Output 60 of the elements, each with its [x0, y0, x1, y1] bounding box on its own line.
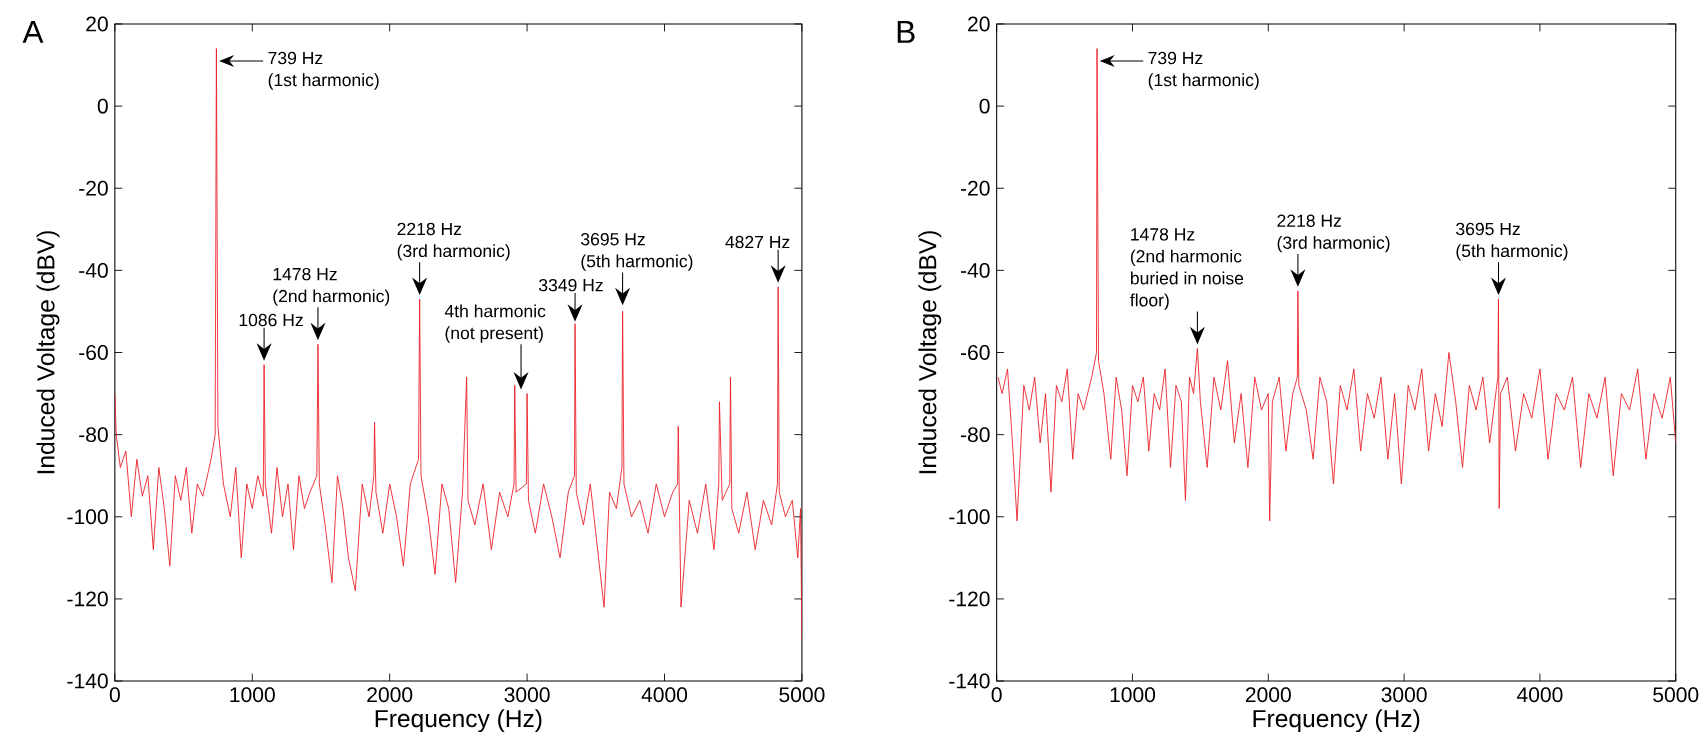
y-tick-label: -40 [960, 262, 990, 278]
y-tick-label: 0 [97, 98, 108, 114]
y-tick-label: -80 [79, 427, 108, 443]
x-tick-label: 2000 [367, 687, 413, 703]
y-tick-label: -120 [949, 591, 990, 607]
annotation: (3rd harmonic) [397, 244, 510, 261]
annotation: (2nd harmonic) [273, 289, 390, 306]
chart-title: A [22, 21, 44, 43]
x-tick-label: 4000 [641, 687, 688, 703]
y-tick-label: -100 [949, 509, 990, 525]
line-series [997, 48, 1676, 522]
y-tick-label: -140 [67, 673, 108, 689]
x-tick-label: 1000 [230, 687, 275, 703]
annotation: (3rd harmonic) [1277, 236, 1390, 253]
y-tick-label: -60 [960, 345, 990, 360]
annotation: 1478 Hz [1131, 228, 1195, 241]
y-tick-label: -120 [67, 591, 108, 607]
y-tick-label: 0 [979, 98, 990, 114]
annotation: 739 Hz [1148, 51, 1203, 65]
x-axis-title: Frequency (Hz) [375, 709, 542, 733]
annotation: (2nd harmonic [1130, 249, 1242, 266]
annotation: 3349 Hz [538, 278, 603, 292]
annotation: 4827 Hz [725, 235, 790, 249]
annotation: buried in noise [1130, 271, 1244, 285]
x-tick-label: 2000 [1245, 687, 1291, 703]
annotation: 3695 Hz [1456, 222, 1520, 236]
x-tick-label: 3000 [1381, 687, 1427, 703]
y-tick-label: -140 [949, 673, 990, 689]
y-tick-label: -40 [79, 262, 108, 278]
annotation: (1st harmonic) [1148, 73, 1259, 90]
x-tick-label: 4000 [1517, 687, 1563, 703]
annotation: 1478 Hz [273, 267, 337, 281]
y-tick-label: -20 [960, 180, 990, 196]
x-tick-label: 0 [109, 687, 120, 703]
y-tick-label: 20 [968, 16, 990, 32]
chart-title: B [897, 21, 915, 43]
y-tick-label: 20 [86, 16, 108, 32]
annotation: floor) [1130, 293, 1169, 310]
y-tick-label: -100 [67, 509, 108, 525]
annotation: 4th harmonic [444, 304, 546, 318]
annotation: 739 Hz [268, 51, 323, 65]
x-tick-label: 1000 [1110, 687, 1156, 703]
x-tick-label: 0 [991, 687, 1002, 703]
x-tick-label: 3000 [504, 687, 550, 703]
annotation: 1086 Hz [239, 313, 303, 327]
y-tick-label: -80 [960, 427, 990, 443]
annotation: 3695 Hz [581, 233, 645, 246]
annotation: (1st harmonic) [268, 73, 379, 90]
y-axis-title: Induced Voltage (dBV) [36, 231, 60, 474]
annotation: (5th harmonic) [1456, 244, 1568, 261]
x-tick-label: 5000 [779, 687, 825, 703]
y-tick-label: -60 [79, 345, 108, 360]
y-axis-title: Induced Voltage (dBV) [918, 231, 942, 474]
annotation: (not present) [445, 326, 543, 343]
annotation: 2218 Hz [1277, 214, 1341, 227]
annotation: (5th harmonic) [581, 254, 693, 271]
annotation: 2218 Hz [397, 222, 462, 236]
x-axis-title: Frequency (Hz) [1253, 709, 1420, 733]
x-tick-label: 5000 [1653, 687, 1699, 703]
y-tick-label: -20 [79, 180, 108, 196]
